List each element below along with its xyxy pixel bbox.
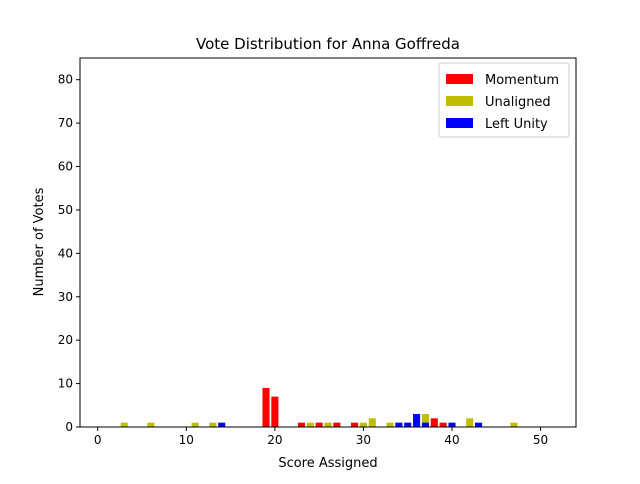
bar-left-unity-4 [421,422,429,427]
bar-left-unity-5 [448,422,456,427]
bar-left-unity-0 [218,422,226,427]
bars-layer [120,387,518,427]
y-tick-label: 50 [58,203,73,217]
y-tick-label: 40 [58,246,73,260]
bar-momentum-0 [262,387,270,427]
legend-swatch [446,118,473,128]
legend: Momentum Unaligned Left Unity [438,62,570,138]
x-tick-label: 10 [179,433,194,447]
x-tick-label: 0 [94,433,102,447]
y-axis-ticks: 0 10 20 30 40 50 60 70 80 [58,73,80,434]
legend-label: Unaligned [485,95,551,110]
bar-unaligned-1 [147,422,155,427]
y-tick-label: 10 [58,377,73,391]
y-axis-label: Number of Votes [32,187,47,296]
bar-momentum-2 [297,422,305,427]
bar-unaligned-11 [510,422,518,427]
bar-unaligned-3 [209,422,217,427]
y-tick-label: 30 [58,290,73,304]
x-tick-label: 50 [533,433,548,447]
x-axis-label: Score Assigned [278,456,377,471]
bar-momentum-3 [315,422,323,427]
x-tick-label: 20 [267,433,282,447]
bar-left-unity-2 [404,422,412,427]
bar-unaligned-9 [421,413,429,427]
x-tick-label: 40 [444,433,459,447]
x-axis-ticks: 0 10 20 30 40 50 [94,427,548,447]
y-tick-label: 20 [58,333,73,347]
bar-unaligned-5 [324,422,332,427]
bar-unaligned-4 [306,422,314,427]
bar-unaligned-8 [386,422,394,427]
y-tick-label: 80 [58,73,73,87]
bar-unaligned-6 [359,422,367,427]
y-tick-label: 0 [65,420,73,434]
bar-left-unity-1 [395,422,403,427]
bar-unaligned-10 [466,418,474,427]
legend-swatch [446,74,473,84]
bar-momentum-6 [430,418,438,427]
bar-momentum-5 [351,422,359,427]
plot-frame [79,57,577,428]
bar-momentum-7 [439,422,447,427]
chart-title: Vote Distribution for Anna Goffreda [196,35,460,53]
bar-left-unity-3 [413,413,421,427]
bar-unaligned-7 [368,418,376,427]
bar-left-unity-6 [475,422,483,427]
bar-momentum-4 [333,422,341,427]
y-tick-label: 70 [58,116,73,130]
legend-swatch [446,96,473,106]
bar-unaligned-2 [191,422,199,427]
legend-label: Left Unity [485,117,548,132]
legend-label: Momentum [485,73,559,88]
bar-unaligned-0 [120,422,128,427]
bar-momentum-1 [271,396,279,427]
y-tick-label: 60 [58,160,73,174]
x-tick-label: 30 [356,433,371,447]
